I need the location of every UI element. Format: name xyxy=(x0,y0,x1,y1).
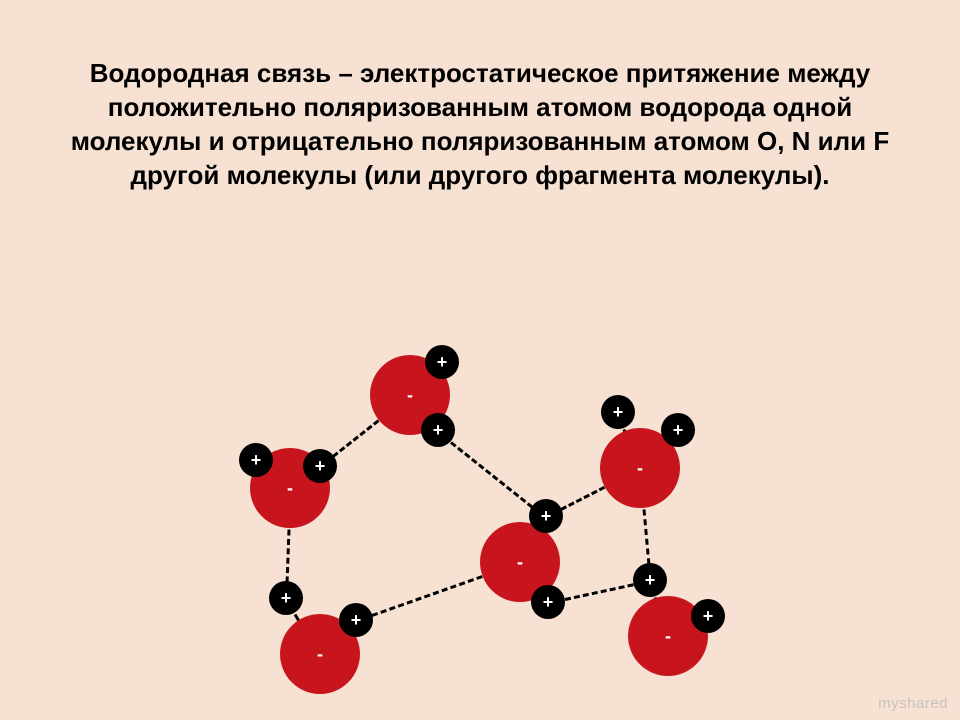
atom-charge-label: - xyxy=(407,385,413,406)
atom-charge-label: + xyxy=(437,352,448,373)
hydrogen-atom: + xyxy=(269,581,303,615)
bond-line xyxy=(332,420,379,458)
hydrogen-atom: + xyxy=(661,413,695,447)
atom-charge-label: - xyxy=(317,644,323,665)
atom-charge-label: - xyxy=(637,458,643,479)
slide-canvas: Водородная связь – электростатическое пр… xyxy=(0,0,960,720)
hydrogen-atom: + xyxy=(601,395,635,429)
atom-charge-label: + xyxy=(433,420,444,441)
atom-charge-label: + xyxy=(315,456,326,477)
atom-charge-label: + xyxy=(673,420,684,441)
hydrogen-atom: + xyxy=(421,413,455,447)
hydrogen-atom: + xyxy=(633,563,667,597)
atom-charge-label: - xyxy=(287,478,293,499)
atom-charge-label: + xyxy=(251,450,262,471)
atom-charge-label: + xyxy=(351,610,362,631)
bond-line xyxy=(642,509,650,564)
atom-charge-label: + xyxy=(281,588,292,609)
bond-line xyxy=(564,584,633,602)
watermark: myshared xyxy=(878,695,948,712)
atom-charge-label: + xyxy=(645,570,656,591)
bond-line xyxy=(450,441,533,508)
hydrogen-atom: + xyxy=(239,443,273,477)
atom-charge-label: + xyxy=(541,506,552,527)
atom-charge-label: + xyxy=(703,606,714,627)
hydrogen-atom: + xyxy=(529,499,563,533)
atom-charge-label: + xyxy=(613,402,624,423)
hydrogen-bond-diagram: ------++++++++++++ xyxy=(0,0,960,720)
hydrogen-atom: + xyxy=(425,345,459,379)
hydrogen-atom: + xyxy=(339,603,373,637)
bond-line xyxy=(560,486,605,511)
hydrogen-atom: + xyxy=(303,449,337,483)
bond-line xyxy=(372,575,483,617)
atom-charge-label: - xyxy=(665,626,671,647)
hydrogen-atom: + xyxy=(531,585,565,619)
atom-charge-label: - xyxy=(517,552,523,573)
atom-charge-label: + xyxy=(543,592,554,613)
hydrogen-atom: + xyxy=(691,599,725,633)
bond-line xyxy=(285,529,290,582)
